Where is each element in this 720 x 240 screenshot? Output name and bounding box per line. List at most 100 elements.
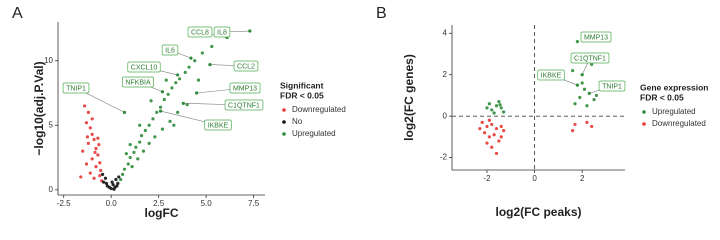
point (594, 93, 599, 98)
point (502, 129, 506, 133)
annotation-box (127, 61, 161, 73)
annotated-point (248, 29, 252, 33)
point (84, 121, 89, 125)
point (84, 162, 89, 166)
point (196, 78, 201, 82)
x-tick-label: 2 (580, 174, 585, 183)
point (116, 181, 120, 185)
point (136, 157, 140, 161)
point (147, 123, 151, 127)
point (494, 151, 499, 156)
point (124, 152, 128, 156)
point (134, 145, 138, 149)
point (160, 127, 165, 131)
panel-label: A (12, 5, 23, 22)
point (143, 128, 147, 133)
annotation-label: C1QTNF1 (574, 55, 606, 62)
point (485, 124, 489, 129)
point (183, 70, 187, 74)
point (115, 184, 119, 188)
annotated-point (208, 63, 212, 67)
y-axis-title: log2(FC genes) (402, 54, 416, 141)
point (130, 164, 134, 169)
point (502, 110, 506, 114)
point (126, 162, 130, 166)
point (103, 176, 108, 180)
point (210, 44, 214, 49)
point (490, 122, 494, 127)
point (499, 124, 503, 129)
point (112, 187, 116, 191)
point (193, 59, 197, 63)
point (104, 181, 109, 185)
point (117, 175, 121, 179)
point (88, 171, 92, 175)
point (94, 146, 98, 151)
point (128, 143, 132, 147)
point (119, 177, 123, 182)
point (497, 139, 501, 143)
point (138, 140, 142, 144)
point (97, 143, 101, 147)
point (487, 118, 491, 122)
point (153, 135, 157, 139)
annotation-box (229, 82, 261, 94)
legend-title: Significant (280, 80, 324, 90)
point (155, 110, 159, 114)
point (590, 124, 594, 129)
legend-swatch (642, 110, 646, 114)
figure: A -2.5 0.0 2.5 5.0 7.5 0 5 10 logFC −log10(adj.P.V… (12, 5, 709, 220)
point (485, 141, 489, 145)
annotation-box (537, 69, 565, 81)
y-tick-label: -2 (440, 153, 448, 162)
point (79, 175, 83, 179)
point (147, 141, 151, 145)
annotation-box (62, 82, 90, 94)
legend-label: Downregulated (652, 119, 706, 128)
point (149, 99, 153, 103)
point (573, 102, 577, 106)
legend-swatch (282, 120, 286, 124)
point (485, 106, 489, 110)
annotation-box (187, 26, 213, 38)
annotation-box (224, 99, 264, 111)
x-tick-label: -2.5 (57, 199, 71, 208)
point (585, 120, 589, 124)
point (578, 95, 582, 100)
point (162, 97, 166, 102)
point (580, 81, 584, 85)
point (494, 104, 499, 108)
annotation-box (204, 119, 232, 131)
point (96, 136, 100, 140)
x-tick-label: 0 (532, 174, 537, 183)
point (122, 167, 127, 171)
point (94, 164, 98, 169)
annotation-label: NFKBIA (125, 79, 151, 86)
point (158, 105, 163, 109)
point (86, 110, 90, 114)
point (88, 126, 92, 130)
point (487, 135, 491, 139)
annotated-point (189, 56, 193, 60)
point (99, 168, 103, 173)
point (582, 87, 587, 91)
point (90, 157, 94, 161)
point (110, 180, 114, 184)
point (490, 145, 494, 149)
point (172, 123, 176, 127)
point (478, 126, 482, 131)
legend-swatch (282, 108, 286, 112)
legend-label: Upregulated (292, 129, 336, 138)
annotation-box (598, 80, 626, 92)
annotation-label: TNIP1 (602, 83, 622, 90)
annotated-point (176, 73, 180, 77)
annotation-box (233, 60, 259, 72)
x-tick-label: 0.0 (106, 199, 118, 208)
annotated-point (160, 90, 165, 94)
point (90, 117, 94, 121)
point (499, 135, 503, 139)
point (93, 150, 97, 154)
annotation-label: IKBKE (541, 72, 562, 79)
point (101, 180, 106, 184)
annotated-point (587, 91, 591, 95)
